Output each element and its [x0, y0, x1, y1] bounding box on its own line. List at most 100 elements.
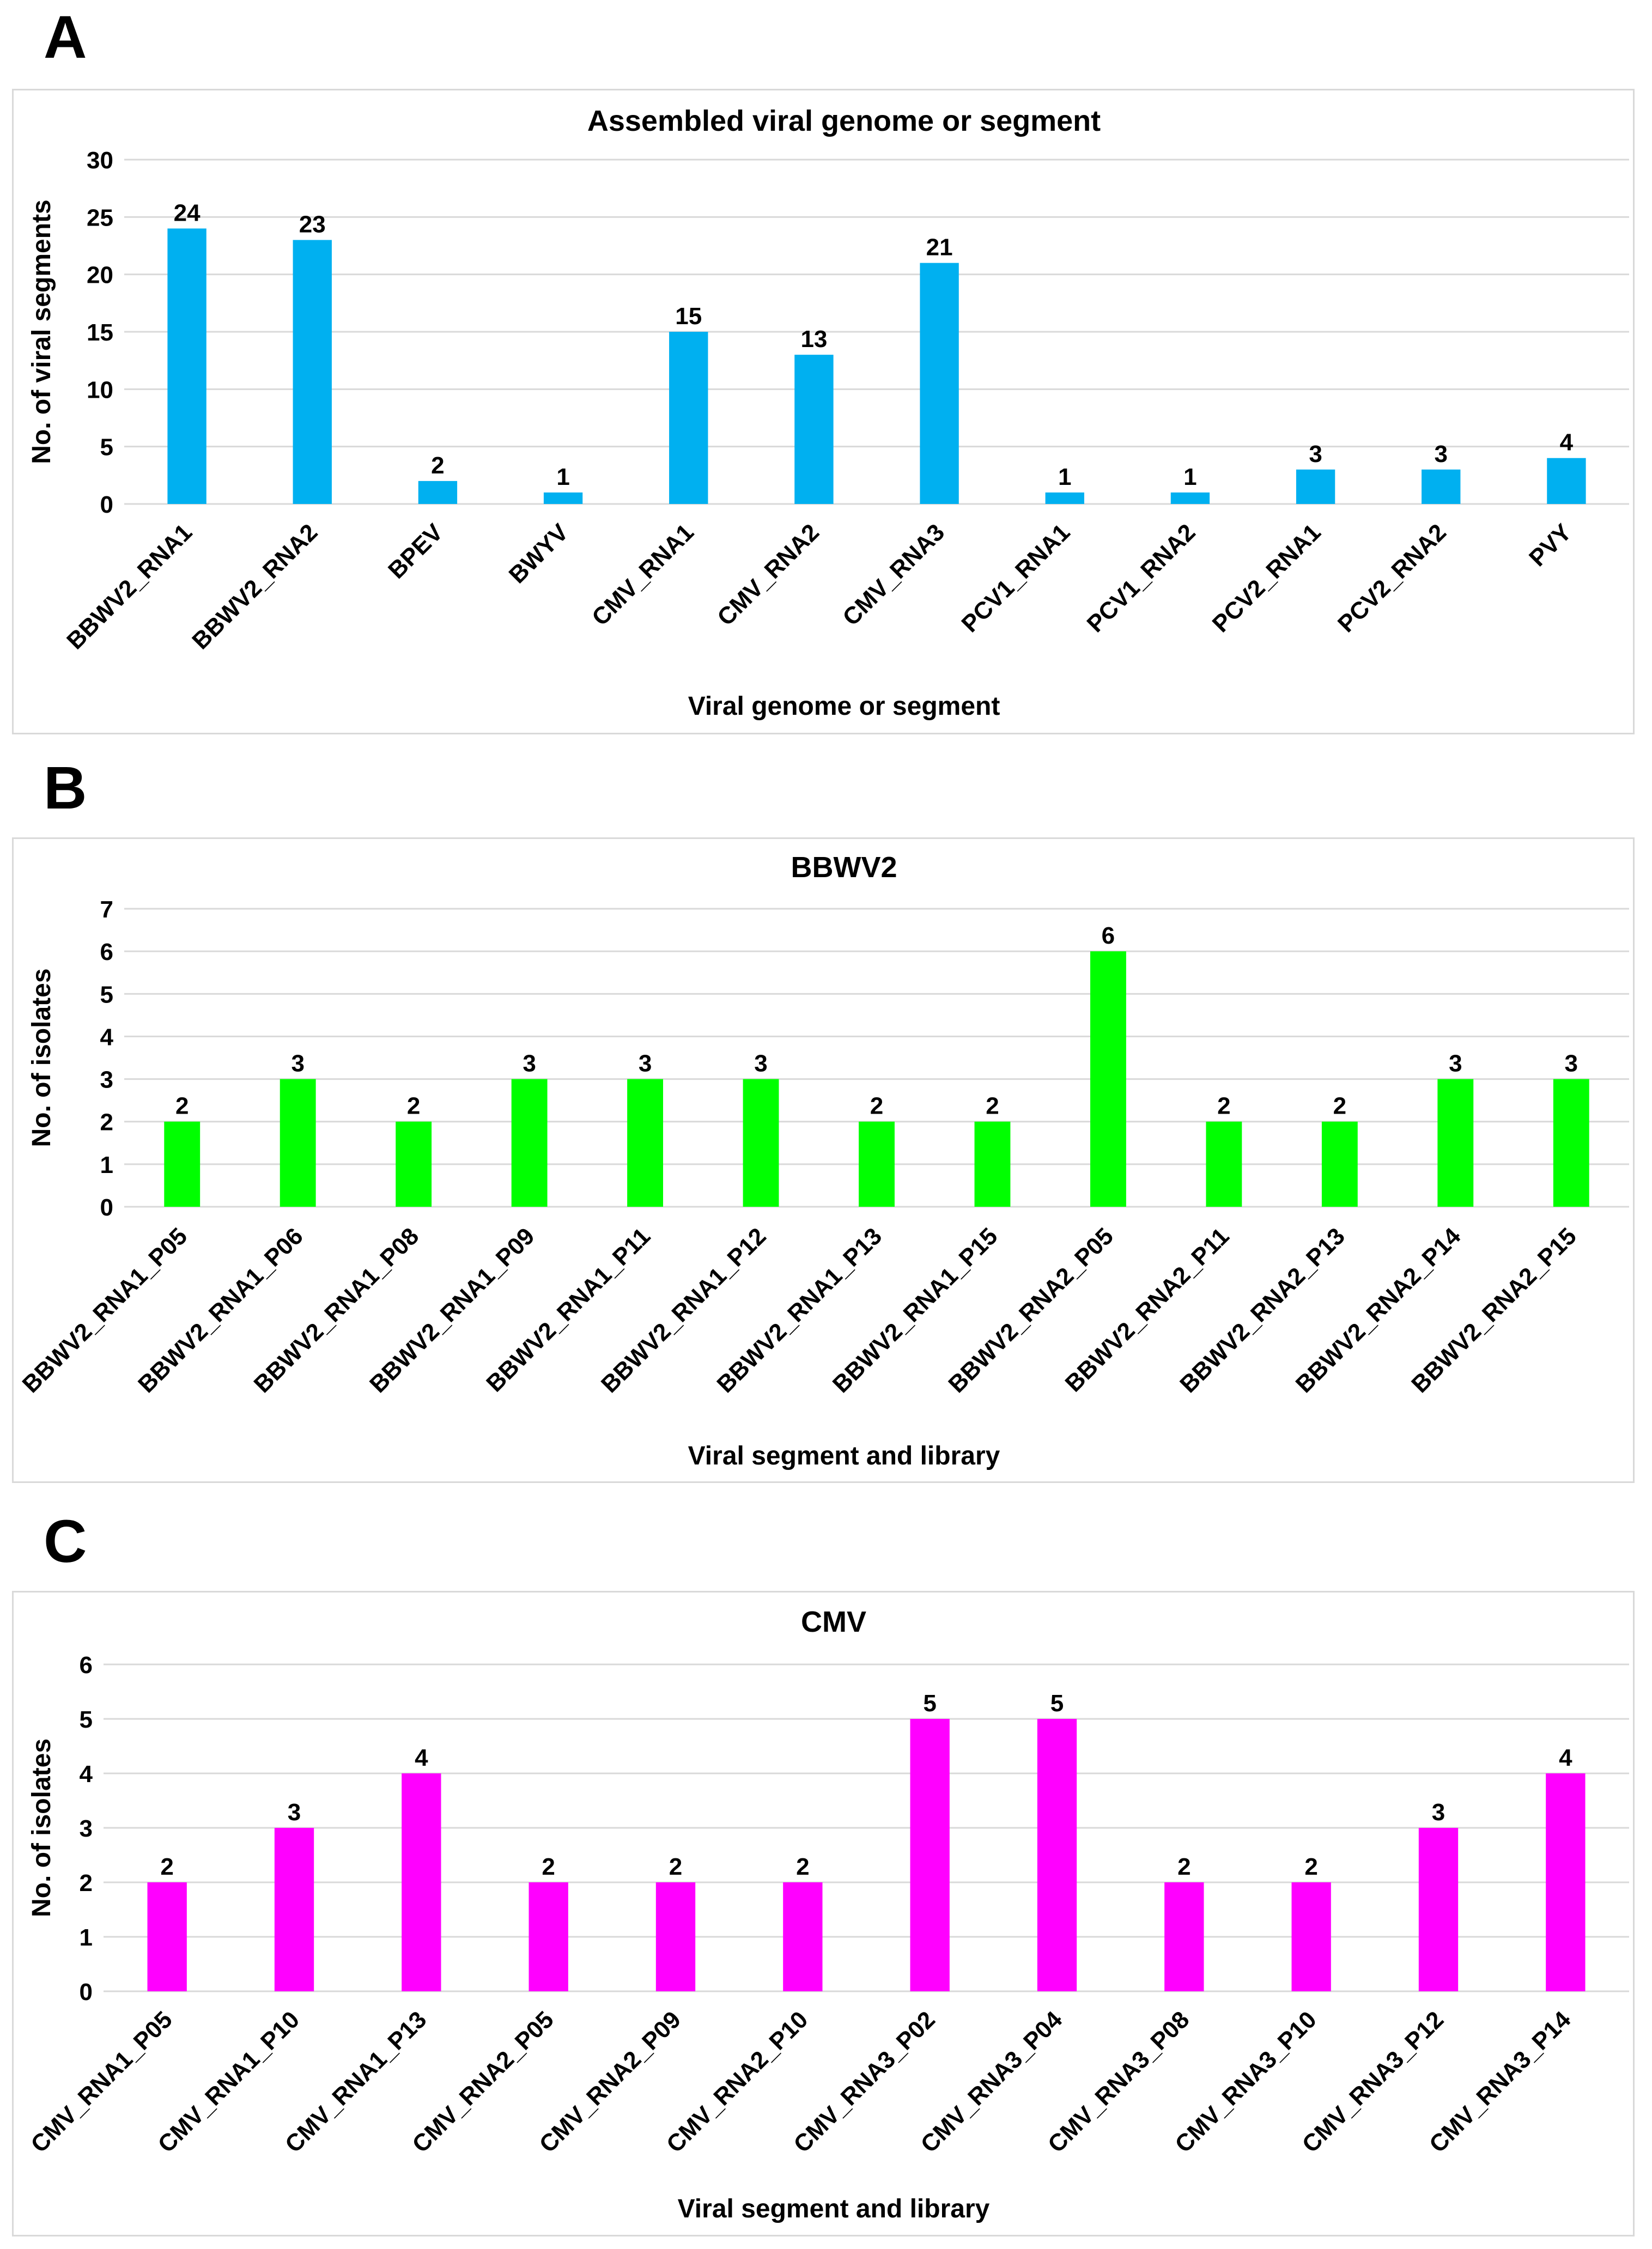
- bar-value-label: 2: [175, 1093, 189, 1120]
- panel-letter-b: B: [44, 755, 87, 822]
- x-tick-label: PCV2_RNA2: [1333, 519, 1451, 637]
- bar: [859, 1121, 895, 1207]
- bar-value-label: 5: [1050, 1690, 1064, 1717]
- bar: [1090, 951, 1126, 1207]
- x-tick-label: CMV_RNA1_P05: [26, 2006, 177, 2157]
- y-tick-label: 1: [100, 1152, 113, 1178]
- x-tick-label: CMV_RNA2_P10: [661, 2006, 813, 2157]
- y-tick-label: 4: [100, 1024, 114, 1050]
- bar: [147, 1882, 187, 1991]
- bar-value-label: 6: [1102, 922, 1115, 949]
- y-tick-label: 3: [80, 1815, 93, 1842]
- bar-value-label: 2: [542, 1853, 555, 1880]
- bar: [1546, 1773, 1586, 1991]
- y-tick-label: 15: [87, 319, 113, 346]
- chart-a: 0 5 10 15 20 25 30 Assembled viral genome or se…: [27, 105, 1629, 721]
- y-axis-label: No. of viral segments: [27, 199, 56, 464]
- bar-value-label: 2: [160, 1853, 173, 1880]
- x-tick-label: CMV_RNA2: [712, 519, 824, 631]
- bar-value-label: 2: [986, 1093, 999, 1120]
- bar-value-label: 21: [926, 234, 953, 261]
- bar: [627, 1079, 664, 1207]
- x-tick-label: PCV2_RNA1: [1207, 519, 1326, 637]
- bar-value-label: 1: [1058, 464, 1071, 490]
- bar: [274, 1828, 314, 1991]
- bar-value-label: 3: [291, 1050, 304, 1077]
- bar-value-label: 2: [669, 1853, 682, 1880]
- bar-value-label: 1: [1183, 464, 1197, 490]
- chart-title: CMV: [801, 1606, 866, 1638]
- y-tick-label: 6: [80, 1652, 93, 1679]
- y-tick-label: 7: [100, 896, 113, 923]
- bar: [669, 332, 708, 504]
- y-tick-label: 5: [100, 981, 113, 1008]
- x-tick-label: CMV_RNA3_P04: [916, 2006, 1068, 2158]
- bar-value-label: 1: [556, 464, 569, 490]
- bar: [280, 1079, 316, 1207]
- y-axis-label: No. of isolates: [27, 968, 56, 1147]
- bar-value-label: 3: [523, 1050, 536, 1077]
- bar-value-label: 2: [1333, 1093, 1346, 1120]
- y-tick-label: 2: [80, 1870, 93, 1897]
- bar: [511, 1079, 548, 1207]
- bar-value-label: 3: [754, 1050, 767, 1077]
- y-tick-label: 0: [80, 1979, 93, 2005]
- x-tick-label: CMV_RNA3_P14: [1424, 2006, 1576, 2158]
- bar-value-label: 2: [1177, 1853, 1191, 1880]
- bar-value-label: 2: [796, 1853, 809, 1880]
- x-tick-label: PCV1_RNA1: [956, 519, 1075, 637]
- x-tick-label: PCV1_RNA2: [1082, 519, 1201, 637]
- x-tick-label: CMV_RNA1: [587, 519, 699, 631]
- bar-value-label: 2: [1304, 1853, 1317, 1880]
- bar-value-label: 2: [431, 452, 444, 479]
- bar: [783, 1882, 823, 1991]
- bar: [418, 481, 458, 504]
- bar: [396, 1121, 432, 1207]
- y-tick-label: 5: [100, 434, 113, 461]
- bar-value-label: 3: [1309, 441, 1322, 467]
- y-tick-label: 3: [100, 1067, 113, 1093]
- x-tick-label: CMV_RNA3: [837, 519, 950, 631]
- bar: [910, 1719, 950, 1991]
- bar: [974, 1121, 1011, 1207]
- bar-value-label: 3: [1449, 1050, 1462, 1077]
- y-tick-label: 1: [80, 1924, 93, 1951]
- x-tick-label: CMV_RNA3_P10: [1170, 2006, 1321, 2157]
- y-axis-label: No. of isolates: [27, 1739, 56, 1917]
- bar-value-label: 3: [639, 1050, 652, 1077]
- x-tick-label: BPEV: [383, 519, 448, 584]
- y-tick-label: 0: [100, 1194, 113, 1221]
- bar-value-label: 15: [675, 303, 702, 330]
- x-tick-label: PVY: [1524, 519, 1577, 572]
- chart-title: Assembled viral genome or segment: [587, 105, 1101, 137]
- x-tick-label: CMV_RNA3_P02: [788, 2006, 940, 2157]
- y-tick-label: 30: [87, 147, 113, 174]
- x-axis-label: Viral segment and library: [688, 1442, 1000, 1470]
- bar-value-label: 3: [1435, 441, 1448, 467]
- y-tick-label: 10: [87, 376, 113, 403]
- x-tick-label: CMV_RNA3_P12: [1297, 2006, 1449, 2157]
- bar-value-label: 5: [923, 1690, 936, 1717]
- bar: [543, 492, 583, 504]
- bar-value-label: 4: [1559, 1745, 1572, 1771]
- bar: [920, 263, 959, 504]
- bar: [1547, 458, 1586, 504]
- x-tick-label: CMV_RNA1_P13: [280, 2006, 432, 2157]
- bar: [402, 1773, 441, 1991]
- bar-value-label: 3: [288, 1799, 301, 1826]
- x-tick-label: BWYV: [504, 519, 574, 588]
- x-tick-label: CMV_RNA3_P08: [1043, 2006, 1194, 2157]
- y-tick-label: 6: [100, 939, 113, 965]
- x-tick-label: BBWV2_RNA1: [62, 519, 197, 654]
- bar: [1045, 492, 1084, 504]
- chart-b: 0 1 2 3 4 5 6 7 BBWV2 No. of isolates Viral segmen…: [17, 851, 1629, 1470]
- bar: [1321, 1121, 1358, 1207]
- x-tick-label: BBWV2_RNA2: [187, 519, 323, 654]
- bar: [1553, 1079, 1589, 1207]
- bar: [1170, 492, 1210, 504]
- bar: [1422, 469, 1461, 504]
- x-tick-label: CMV_RNA2_P05: [407, 2006, 558, 2157]
- y-tick-label: 4: [80, 1761, 93, 1788]
- bar: [1418, 1828, 1459, 1991]
